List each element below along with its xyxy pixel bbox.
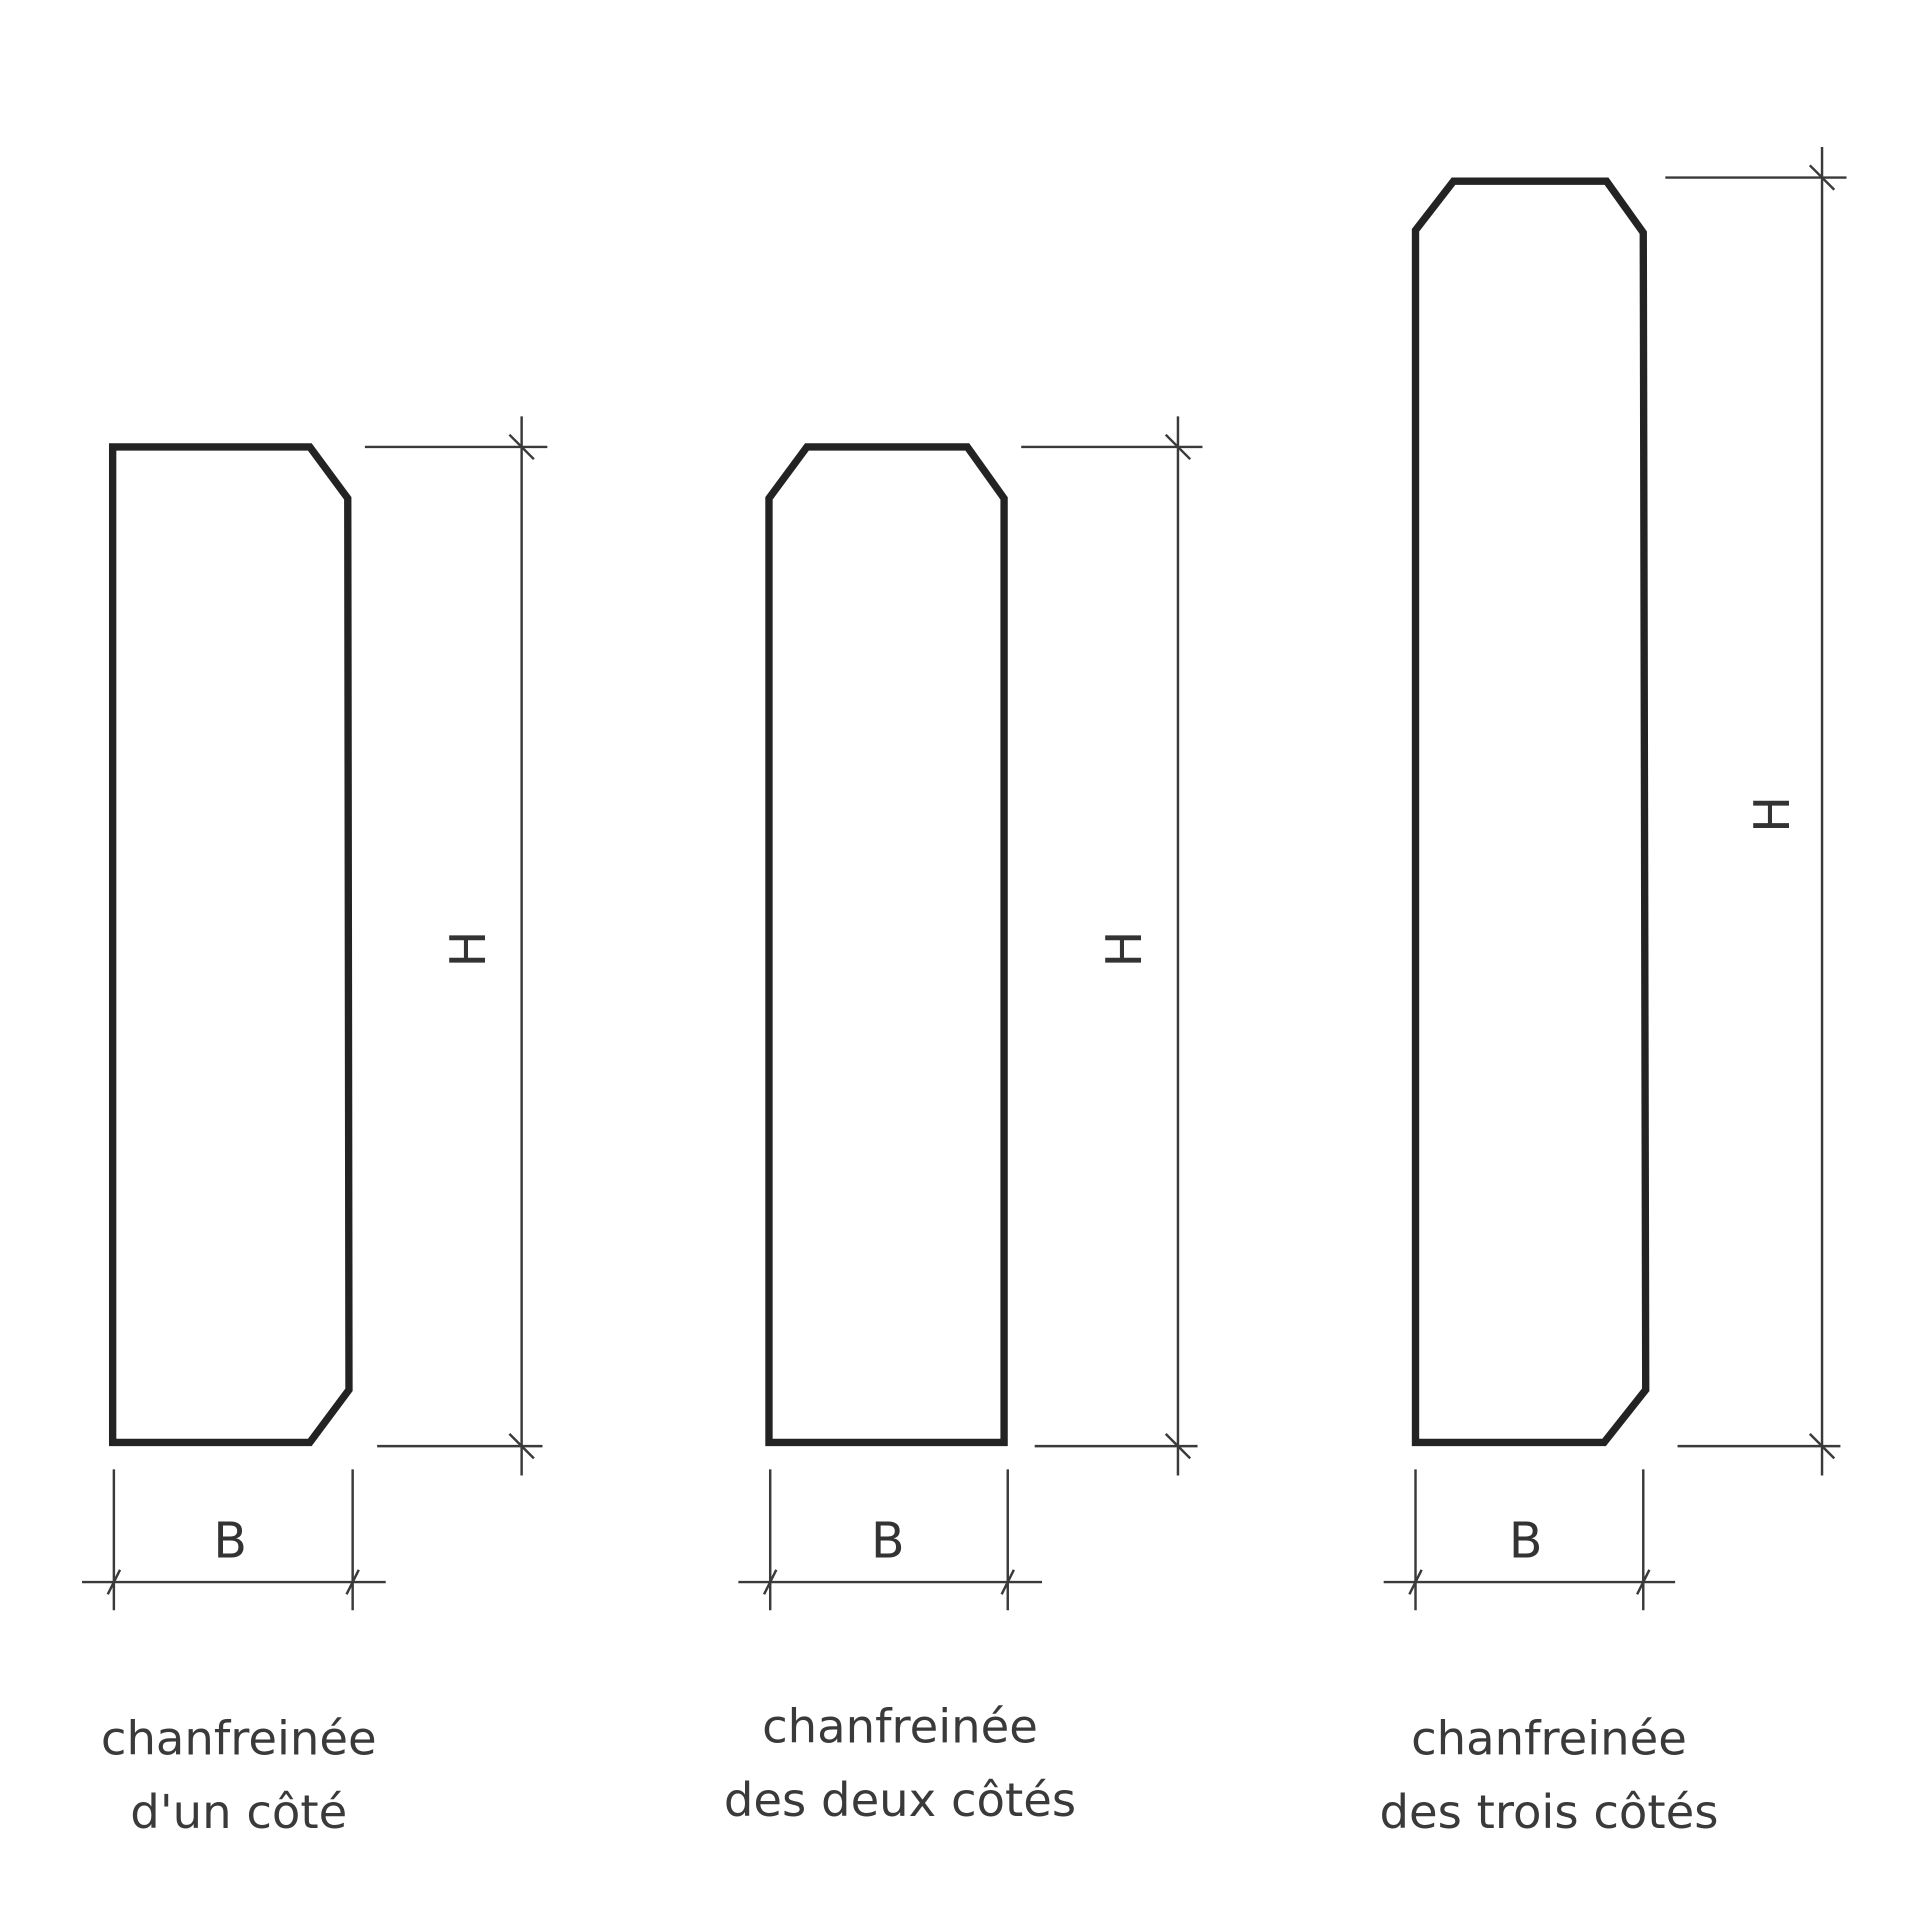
caption-line-2: des trois côtés	[1379, 1785, 1718, 1839]
height-label: H	[440, 931, 497, 968]
caption-line-1: chanfreinée	[101, 1712, 377, 1766]
width-dimension: B	[82, 1469, 386, 1611]
height-dimension: H	[1021, 416, 1203, 1476]
profile-two-sides: H B chanfreinée des deux côtés	[724, 416, 1203, 1827]
caption-line-2: d'un côté	[130, 1785, 347, 1839]
profile-outline	[108, 443, 353, 1447]
caption-line-2: des deux côtés	[724, 1773, 1076, 1827]
caption-line-1: chanfreinée	[1411, 1712, 1687, 1766]
profile-three-sides: H B chanfreinée des trois côtés	[1379, 146, 1847, 1839]
width-dimension: B	[738, 1469, 1043, 1611]
width-dimension: B	[1383, 1469, 1676, 1611]
profile-outline	[1411, 177, 1650, 1447]
caption-line-1: chanfreinée	[762, 1699, 1038, 1753]
width-label: B	[1509, 1513, 1543, 1570]
profile-one-side: H B chanfreinée d'un côté	[82, 416, 548, 1839]
width-label: B	[871, 1513, 905, 1570]
height-label: H	[1096, 931, 1153, 968]
height-label: H	[1744, 796, 1801, 833]
height-dimension: H	[364, 416, 548, 1476]
height-dimension: H	[1665, 146, 1847, 1476]
profile-outline	[765, 443, 1008, 1447]
width-label: B	[213, 1513, 247, 1570]
